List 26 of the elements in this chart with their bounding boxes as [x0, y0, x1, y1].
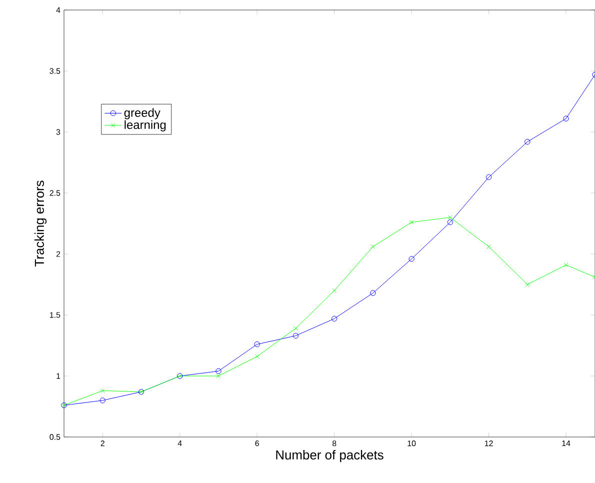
point: [486, 244, 491, 249]
point: [100, 398, 106, 404]
point: [486, 174, 492, 180]
point: [100, 388, 105, 393]
point: [370, 244, 376, 249]
x-axis-title: Number of packets: [276, 450, 384, 462]
legend-label: learning: [124, 120, 166, 132]
point: [563, 116, 569, 122]
point: [332, 288, 336, 293]
point: [216, 374, 221, 378]
point: [448, 215, 452, 220]
point: [254, 341, 260, 348]
point: [409, 220, 414, 224]
legend-label: greedy: [124, 108, 160, 120]
point: [216, 368, 222, 374]
point: [370, 290, 376, 296]
point: [525, 282, 530, 287]
point: [292, 332, 299, 339]
point: [294, 326, 298, 330]
point: [331, 316, 338, 322]
point: [564, 262, 568, 268]
point: [447, 219, 454, 226]
point: [524, 138, 530, 145]
point: [255, 354, 260, 359]
y-axis-title: Tracking errors: [34, 180, 47, 267]
point: [408, 256, 414, 262]
